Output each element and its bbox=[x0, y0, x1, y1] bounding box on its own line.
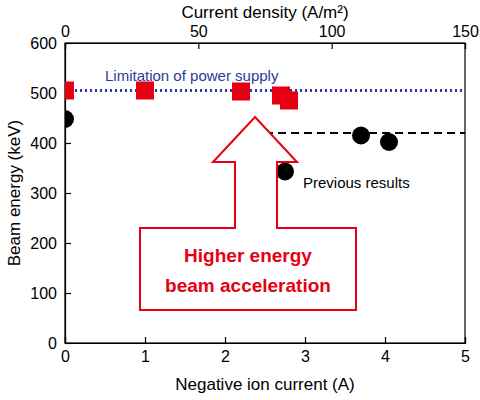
tick: 200 bbox=[30, 235, 71, 252]
tick: 4 bbox=[381, 337, 390, 365]
tick: 300 bbox=[30, 185, 71, 202]
point bbox=[65, 110, 74, 128]
tick: 50 bbox=[190, 23, 208, 49]
tick: 150 bbox=[452, 23, 479, 49]
tick: 5 bbox=[461, 337, 470, 365]
reference-line bbox=[65, 89, 465, 92]
tick-label: 500 bbox=[30, 85, 57, 102]
point bbox=[65, 82, 74, 100]
point bbox=[380, 133, 398, 151]
tick-label: 3 bbox=[301, 348, 310, 365]
point bbox=[136, 82, 154, 100]
tick-label: 2 bbox=[221, 348, 230, 365]
tick-mark bbox=[225, 337, 226, 343]
tick-label: 300 bbox=[30, 185, 57, 202]
tick-mark bbox=[465, 337, 466, 343]
tick-label: 100 bbox=[319, 23, 346, 40]
tick: 3 bbox=[301, 337, 310, 365]
tick-mark bbox=[65, 193, 71, 194]
y-axis: 0 100 200 300 400 500 600 bbox=[30, 35, 71, 352]
point bbox=[276, 163, 294, 181]
tick-mark bbox=[65, 293, 71, 294]
point bbox=[232, 83, 250, 101]
tick: 0 bbox=[48, 335, 71, 352]
tick-mark bbox=[198, 43, 199, 49]
tick-label: 1 bbox=[141, 348, 150, 365]
tick-mark bbox=[65, 43, 71, 44]
tick-label: 100 bbox=[30, 285, 57, 302]
annotation: Higher energy beam acceleration bbox=[140, 117, 356, 310]
tick-mark bbox=[465, 43, 466, 49]
axis-line bbox=[66, 337, 466, 344]
tick: 100 bbox=[319, 23, 346, 49]
tick-label: 5 bbox=[461, 348, 470, 365]
tick: 500 bbox=[30, 85, 71, 102]
point bbox=[280, 92, 298, 110]
tick-mark bbox=[65, 143, 71, 144]
tick: 2 bbox=[221, 337, 230, 365]
plot-frame bbox=[65, 43, 465, 343]
tick-label: 600 bbox=[30, 35, 57, 52]
tick-mark bbox=[385, 337, 386, 343]
tick-label: 0 bbox=[61, 348, 70, 365]
annotation-text: Higher energy bbox=[184, 245, 312, 266]
x2-axis-title: Current density (A/m²) bbox=[181, 3, 348, 22]
tick: 100 bbox=[30, 285, 71, 302]
y-axis-title: Beam energy (keV) bbox=[5, 120, 24, 266]
tick-label: 400 bbox=[30, 135, 57, 152]
chart: 0123450501001500100200300400500600Limita… bbox=[0, 0, 480, 400]
tick-mark bbox=[65, 343, 71, 344]
tick-mark bbox=[65, 243, 71, 244]
x-axis: 0 1 2 3 4 5 bbox=[61, 337, 470, 365]
annotation-arrow bbox=[213, 117, 297, 228]
annotation-joint bbox=[236, 226, 276, 230]
tick-label: 4 bbox=[381, 348, 390, 365]
tick-label: 50 bbox=[190, 23, 208, 40]
plot: 0123450501001500100200300400500600Limita… bbox=[30, 23, 479, 365]
tick-label: 0 bbox=[61, 23, 70, 40]
axis-line bbox=[66, 44, 466, 50]
tick: 400 bbox=[30, 135, 71, 152]
tick-label: 200 bbox=[30, 235, 57, 252]
series-label: Previous results bbox=[303, 174, 410, 191]
tick-label: 150 bbox=[452, 23, 479, 40]
annotation-text: beam acceleration bbox=[165, 275, 331, 296]
tick: 600 bbox=[30, 35, 71, 52]
line-label: Limitation of power supply bbox=[105, 67, 279, 84]
x-axis-title: Negative ion current (A) bbox=[175, 375, 355, 394]
tick-label: 0 bbox=[48, 335, 57, 352]
annotation-box bbox=[140, 228, 356, 310]
tick-mark bbox=[332, 43, 333, 49]
x2-axis: 0 50 100 150 bbox=[61, 23, 479, 49]
tick-mark bbox=[305, 337, 306, 343]
tick: 1 bbox=[141, 337, 150, 365]
point bbox=[352, 127, 370, 145]
tick-mark bbox=[145, 337, 146, 343]
